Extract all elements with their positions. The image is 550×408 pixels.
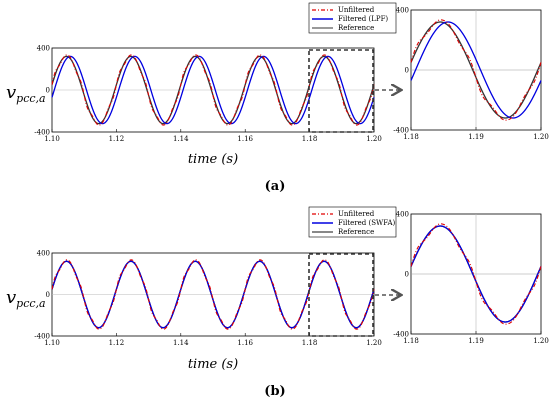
panel-a-main-xtick-label: 1.12 [109, 135, 125, 143]
panel-a-zoom-xtick-label: 1.18 [403, 133, 419, 141]
panel-b-zoom-plot: 1.18 1.19 1.20 400 0 -400 [393, 211, 549, 346]
panel-a-main-series-unfiltered [51, 54, 375, 126]
panel-b-zoom-xticks: 1.18 1.19 1.20 [403, 331, 549, 345]
panel-a-zoom-ytick-label: 400 [396, 7, 409, 15]
panel-b-legend: Unfiltered Filtered (SWFA) Reference [308, 206, 397, 238]
panel-b-main-xtick-label: 1.12 [109, 339, 125, 347]
panel-a-main-series-filtered-lpf [51, 55, 375, 125]
panel-a-zoom-xtick-label: 1.20 [533, 133, 549, 141]
panel-b-main-xtick-label: 1.20 [366, 339, 382, 347]
panel-b: 1.10 1.12 1.14 1.16 1.18 1.20 400 0 -400 Unfilt… [6, 206, 549, 399]
panel-a: 1.10 1.12 1.14 1.16 1.18 1.20 400 0 -400 Unfilt… [6, 2, 549, 194]
panel-a-main-xtick-label: 1.18 [302, 135, 318, 143]
panel-a-zoom-yticks: 400 0 -400 [393, 7, 409, 135]
panel-a-ylabel: vpcc,a [6, 82, 46, 105]
panel-b-main-xtick-label: 1.14 [173, 339, 189, 347]
panel-b-main-xtick-label: 1.10 [44, 339, 60, 347]
panel-b-zoom-series [410, 223, 542, 325]
panel-a-legend-reference: Reference [338, 24, 374, 32]
panel-b-zoom-xtick-label: 1.20 [533, 337, 549, 345]
panel-a-zoom-xticks: 1.18 1.19 1.20 [403, 127, 549, 141]
panel-b-zoom-ytick-label: 0 [405, 271, 409, 279]
panel-a-main-xtick-label: 1.10 [44, 135, 60, 143]
panel-a-main-ytick-label: 0 [46, 87, 50, 95]
panel-b-legend-filtered: Filtered (SWFA) [338, 219, 396, 227]
panel-b-caption: (b) [264, 384, 285, 399]
panel-a-main-xtick-label: 1.16 [237, 135, 253, 143]
panel-b-zoom-xtick-label: 1.19 [468, 337, 484, 345]
panel-a-legend-unfiltered: Unfiltered [338, 6, 375, 14]
panel-a-legend-filtered: Filtered (LPF) [338, 15, 388, 23]
panel-b-main-ytick-label: 400 [37, 250, 50, 258]
panel-b-zoom-ytick-label: -400 [393, 331, 409, 339]
panel-a-main-yticks: 400 0 -400 [34, 45, 50, 137]
panel-b-zoom-ytick-label: 400 [396, 211, 409, 219]
panel-a-xlabel: time (s) [188, 152, 238, 167]
panel-a-zoom-box [308, 49, 374, 133]
panel-b-main-xtick-label: 1.16 [237, 339, 253, 347]
panel-b-ylabel: vpcc,a [6, 287, 46, 310]
panel-b-zoom-box [308, 253, 374, 337]
panel-b-main-xtick-label: 1.18 [302, 339, 318, 347]
panel-b-main-ytick-label: 0 [46, 291, 50, 299]
panel-a-zoom-series [410, 19, 542, 121]
panel-a-zoom-series-unfiltered [410, 19, 542, 121]
panel-a-main-ytick-label: -400 [34, 129, 50, 137]
panel-b-zoom-xtick-label: 1.18 [403, 337, 419, 345]
panel-a-zoom-ytick-label: 0 [405, 67, 409, 75]
panel-a-main-plot: 1.10 1.12 1.14 1.16 1.18 1.20 400 0 -400 [34, 45, 382, 144]
panel-a-main-xtick-label: 1.14 [173, 135, 189, 143]
panel-b-main-yticks: 400 0 -400 [34, 250, 50, 341]
panel-a-zoom-ytick-label: -400 [393, 127, 409, 135]
panel-a-zoom-plot: 1.18 1.19 1.20 400 0 -400 [393, 7, 549, 142]
panel-a-zoom-xtick-label: 1.19 [468, 133, 484, 141]
panel-a-legend: Unfiltered Filtered (LPF) Reference [308, 2, 397, 34]
panel-a-zoom-series-filtered-lpf [410, 21, 542, 119]
panel-b-main-series [51, 259, 375, 330]
panel-b-zoom-yticks: 400 0 -400 [393, 211, 409, 339]
panel-b-legend-unfiltered: Unfiltered [338, 210, 375, 218]
panel-a-main-xtick-label: 1.20 [366, 135, 382, 143]
panel-b-main-ytick-label: -400 [34, 333, 50, 341]
panel-b-xlabel: time (s) [188, 357, 238, 372]
panel-a-caption: (a) [265, 179, 286, 194]
panel-a-main-ytick-label: 400 [37, 45, 50, 53]
panel-b-legend-reference: Reference [338, 228, 374, 236]
panel-b-main-plot: 1.10 1.12 1.14 1.16 1.18 1.20 400 0 -400 [34, 250, 382, 348]
panel-b-zoom-series-unfiltered [410, 223, 542, 325]
panel-a-main-series [51, 54, 375, 126]
